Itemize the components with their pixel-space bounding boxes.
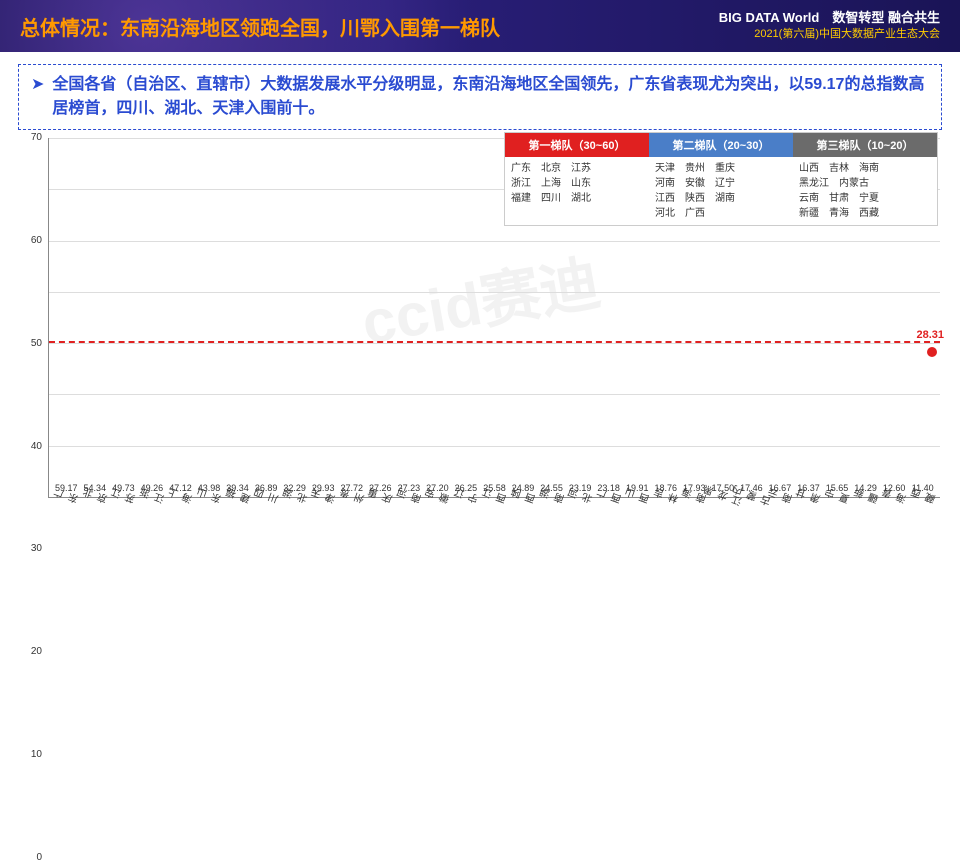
legend-tier-body: 广东 北京 江苏浙江 上海 山东福建 四川 湖北: [505, 157, 649, 223]
subtitle-box: ➤ 全国各省（自治区、直辖市）大数据发展水平分级明显，东南沿海地区全国领先，广东…: [18, 64, 942, 130]
event-subtitle: 2021(第六届)中国大数据产业生态大会: [719, 27, 940, 42]
event-logo: BIG DATA World 数智转型 融合共生: [719, 9, 940, 27]
legend: 第一梯队（30~60）广东 北京 江苏浙江 上海 山东福建 四川 湖北第二梯队（…: [504, 132, 938, 226]
legend-tier-title: 第三梯队（10~20）: [793, 133, 937, 157]
header-bar: 总体情况：东南沿海地区领跑全国，川鄂入围第一梯队 BIG DATA World …: [0, 0, 960, 52]
grid-line: [49, 394, 940, 395]
avg-label: 28.31: [916, 329, 944, 341]
subtitle-text: 全国各省（自治区、直辖市）大数据发展水平分级明显，东南沿海地区全国领先，广东省表…: [52, 73, 929, 121]
grid-line: [49, 241, 940, 242]
page-title: 总体情况：东南沿海地区领跑全国，川鄂入围第一梯队: [20, 12, 500, 41]
y-axis: 706050403020100: [20, 138, 44, 498]
legend-tier-title: 第一梯队（30~60）: [505, 133, 649, 157]
legend-tier: 第二梯队（20~30）天津 贵州 重庆河南 安徽 辽宁江西 陕西 湖南河北 广西: [649, 133, 793, 225]
avg-point: [927, 347, 937, 357]
arrow-icon: ➤: [31, 73, 44, 97]
grid-line: [49, 292, 940, 293]
grid-line: [49, 446, 940, 447]
reference-line: [49, 341, 940, 343]
grid-line: [49, 343, 940, 344]
legend-tier-body: 天津 贵州 重庆河南 安徽 辽宁江西 陕西 湖南河北 广西: [649, 157, 793, 225]
legend-tier: 第一梯队（30~60）广东 北京 江苏浙江 上海 山东福建 四川 湖北: [505, 133, 649, 225]
legend-tier-title: 第二梯队（20~30）: [649, 133, 793, 157]
legend-tier-body: 山西 吉林 海南黑龙江 内蒙古云南 甘肃 宁夏新疆 青海 西藏: [793, 157, 937, 225]
bar-chart: ccid赛迪 706050403020100 59.17广东54.34北京49.…: [20, 138, 940, 538]
header-right: BIG DATA World 数智转型 融合共生 2021(第六届)中国大数据产…: [719, 9, 940, 43]
legend-tier: 第三梯队（10~20）山西 吉林 海南黑龙江 内蒙古云南 甘肃 宁夏新疆 青海 …: [793, 133, 937, 225]
